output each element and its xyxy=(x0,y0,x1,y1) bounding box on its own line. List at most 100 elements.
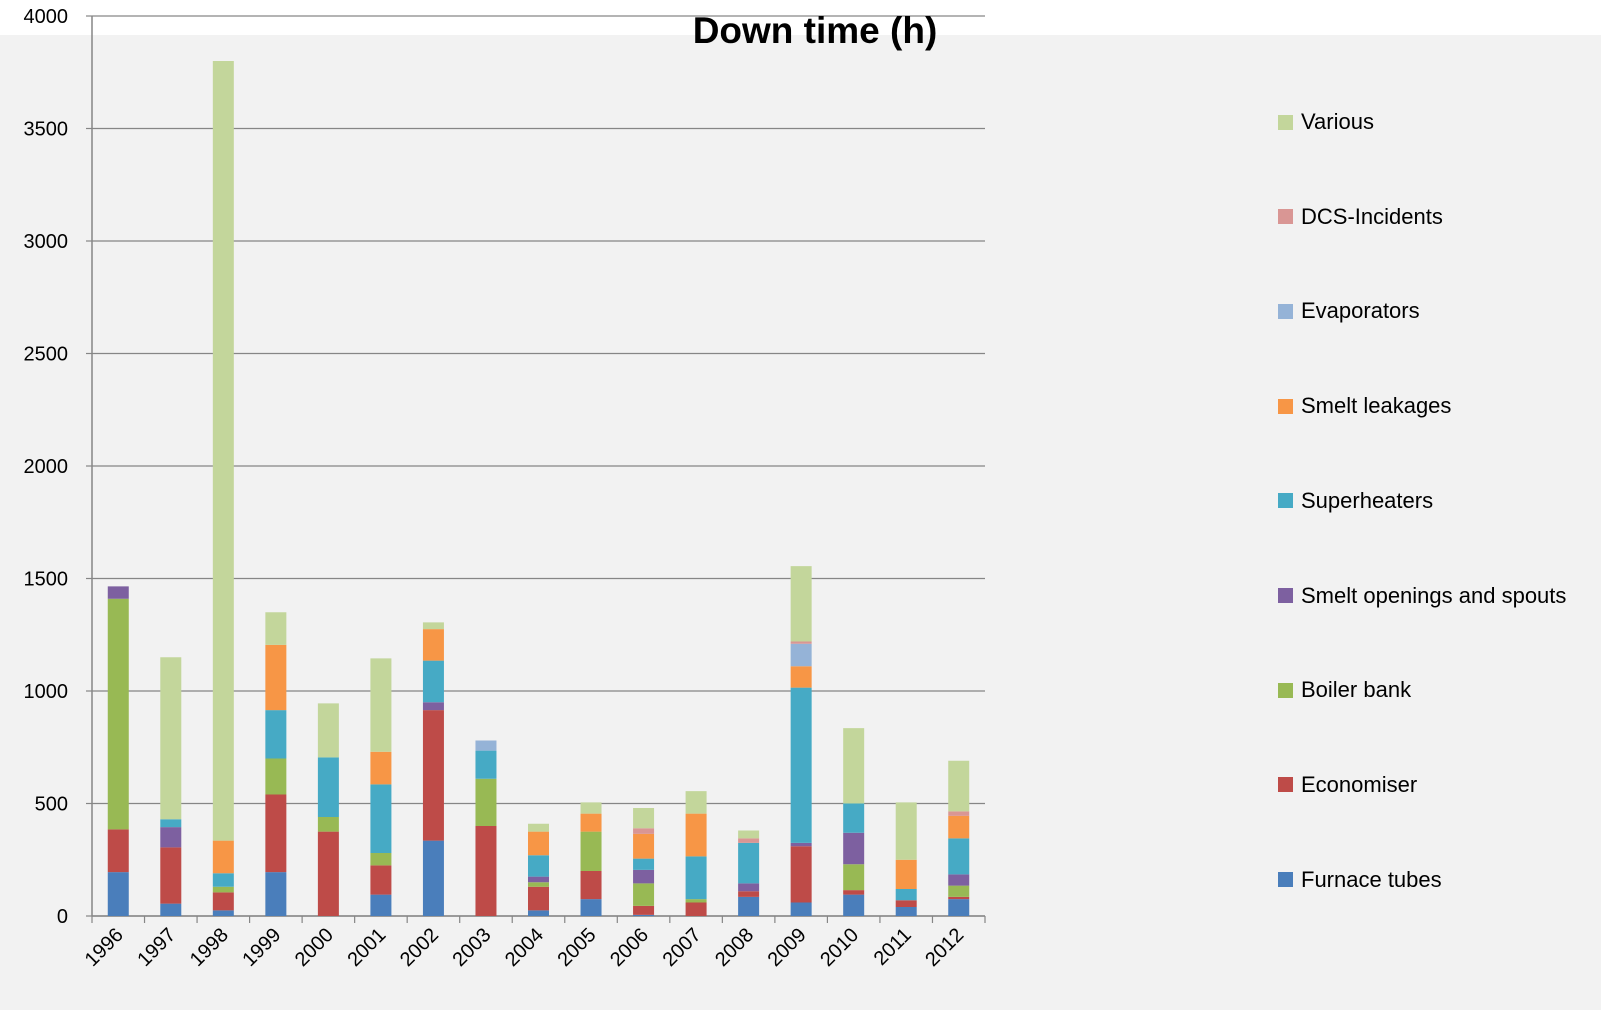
bar-segment-superheaters xyxy=(317,757,339,817)
bar-segment-economiser xyxy=(738,891,760,897)
bar-segment-superheaters xyxy=(528,855,549,877)
y-tick-label: 4000 xyxy=(24,6,69,28)
bar-segment-economiser xyxy=(317,831,339,916)
bar-segment-boiler-bank xyxy=(317,817,339,832)
y-tick-label: 2500 xyxy=(24,344,69,366)
x-tick-label: 2001 xyxy=(343,924,390,971)
legend-label: Smelt leakages xyxy=(1301,393,1452,419)
bar-segment-superheaters xyxy=(948,838,970,875)
legend-label: Boiler bank xyxy=(1301,677,1412,703)
bar-segment-various xyxy=(317,703,339,758)
bar-segment-smelt-openings-and-spouts xyxy=(948,874,970,886)
legend-swatch xyxy=(1278,777,1293,793)
bar-segment-dcs-incidents xyxy=(948,811,970,816)
bar-segment-smelt-leakages xyxy=(633,833,655,859)
legend-item: Economiser xyxy=(1278,771,1418,797)
legend-swatch xyxy=(1278,209,1293,225)
bar-segment-dcs-incidents xyxy=(633,828,655,834)
legend-label: Smelt openings and spouts xyxy=(1301,582,1567,608)
bar-segment-economiser xyxy=(528,886,549,911)
bar-segment-smelt-leakages xyxy=(580,813,602,832)
bar-segment-furnace-tubes xyxy=(895,907,917,916)
legend-label: Furnace tubes xyxy=(1301,866,1442,892)
x-tick-label: 2007 xyxy=(659,924,706,971)
x-tick-label: 2009 xyxy=(764,924,811,971)
bar-segment-superheaters xyxy=(738,842,760,884)
y-tick-label: 3500 xyxy=(24,119,69,141)
x-tick-label: 2002 xyxy=(396,924,443,971)
legend-swatch xyxy=(1278,114,1293,130)
bar-segment-economiser xyxy=(212,892,234,911)
legend-item: Various xyxy=(1278,109,1374,134)
bar-segment-economiser xyxy=(685,902,707,916)
x-tick-label: 1996 xyxy=(81,924,128,971)
bar-segment-evaporators xyxy=(790,643,812,667)
bar-segment-smelt-openings-and-spouts xyxy=(633,869,655,884)
bar-segment-various xyxy=(160,657,182,820)
bar-segment-superheaters xyxy=(160,819,182,828)
bar-segment-economiser xyxy=(160,847,182,904)
bar-segment-smelt-openings-and-spouts xyxy=(422,702,444,711)
bar-segment-furnace-tubes xyxy=(107,872,129,916)
bar-segment-furnace-tubes xyxy=(843,894,865,916)
legend-item: Evaporators xyxy=(1278,298,1420,324)
bar-segment-furnace-tubes xyxy=(528,910,549,916)
bar-segment-boiler-bank xyxy=(948,885,970,897)
bar-segment-boiler-bank xyxy=(843,864,865,891)
bar-segment-economiser xyxy=(633,905,655,915)
bar-segment-smelt-openings-and-spouts xyxy=(843,832,865,865)
bar-segment-superheaters xyxy=(265,710,287,759)
legend-swatch xyxy=(1278,682,1293,698)
legend-label: Economiser xyxy=(1301,771,1418,797)
bar-segment-various xyxy=(422,622,444,630)
y-tick-label: 2000 xyxy=(24,456,69,478)
bar-segment-economiser xyxy=(475,826,497,916)
bar-segment-boiler-bank xyxy=(633,883,655,906)
bar-segment-superheaters xyxy=(370,784,392,853)
x-tick-label: 2008 xyxy=(711,924,758,971)
bar-segment-smelt-leakages xyxy=(212,840,234,874)
bar-segment-economiser xyxy=(107,829,129,873)
legend-label: Superheaters xyxy=(1301,487,1434,513)
x-tick-label: 2000 xyxy=(291,924,338,971)
bar-segment-furnace-tubes xyxy=(790,902,812,916)
x-tick-label: 1999 xyxy=(238,924,285,971)
legend-item: Superheaters xyxy=(1278,487,1434,513)
x-tick-label: 2005 xyxy=(554,924,601,971)
bar-segment-boiler-bank xyxy=(370,853,392,866)
bar-segment-smelt-leakages xyxy=(265,644,287,711)
bar-segment-smelt-openings-and-spouts xyxy=(160,827,182,848)
bar-segment-boiler-bank xyxy=(685,899,707,903)
x-tick-label: 2006 xyxy=(606,924,653,971)
bar-segment-smelt-leakages xyxy=(685,813,707,857)
bar-segment-various xyxy=(948,760,970,812)
bar-segment-smelt-openings-and-spouts xyxy=(107,586,129,599)
bar-segment-furnace-tubes xyxy=(370,894,392,916)
legend-label: Evaporators xyxy=(1301,298,1420,324)
bar-segment-boiler-bank xyxy=(580,831,602,871)
bar-segment-various xyxy=(685,791,707,814)
legend-label: DCS-Incidents xyxy=(1301,203,1443,229)
bar-segment-superheaters xyxy=(895,889,917,901)
x-tick-label: 2011 xyxy=(870,924,916,970)
y-tick-label: 1000 xyxy=(24,681,69,703)
legend-item: Furnace tubes xyxy=(1278,866,1442,892)
bar-segment-furnace-tubes xyxy=(212,910,234,916)
bar-segment-various xyxy=(370,658,392,752)
legend-item: DCS-Incidents xyxy=(1278,203,1443,229)
bar-segment-various xyxy=(790,566,812,642)
bar-segment-various xyxy=(265,612,287,645)
bar-segment-dcs-incidents xyxy=(790,641,812,644)
bar-segment-economiser xyxy=(948,896,970,900)
bar-segment-various xyxy=(895,802,917,860)
x-tick-label: 1997 xyxy=(133,924,180,971)
x-tick-label: 1998 xyxy=(186,924,233,971)
bar-segment-superheaters xyxy=(685,856,707,900)
bar-segment-economiser xyxy=(843,890,865,895)
bar-segment-smelt-leakages xyxy=(370,751,392,785)
legend-item: Smelt openings and spouts xyxy=(1278,582,1567,608)
bar-segment-furnace-tubes xyxy=(580,899,602,916)
y-tick-label: 500 xyxy=(35,794,68,816)
bar-segment-smelt-openings-and-spouts xyxy=(790,842,812,847)
